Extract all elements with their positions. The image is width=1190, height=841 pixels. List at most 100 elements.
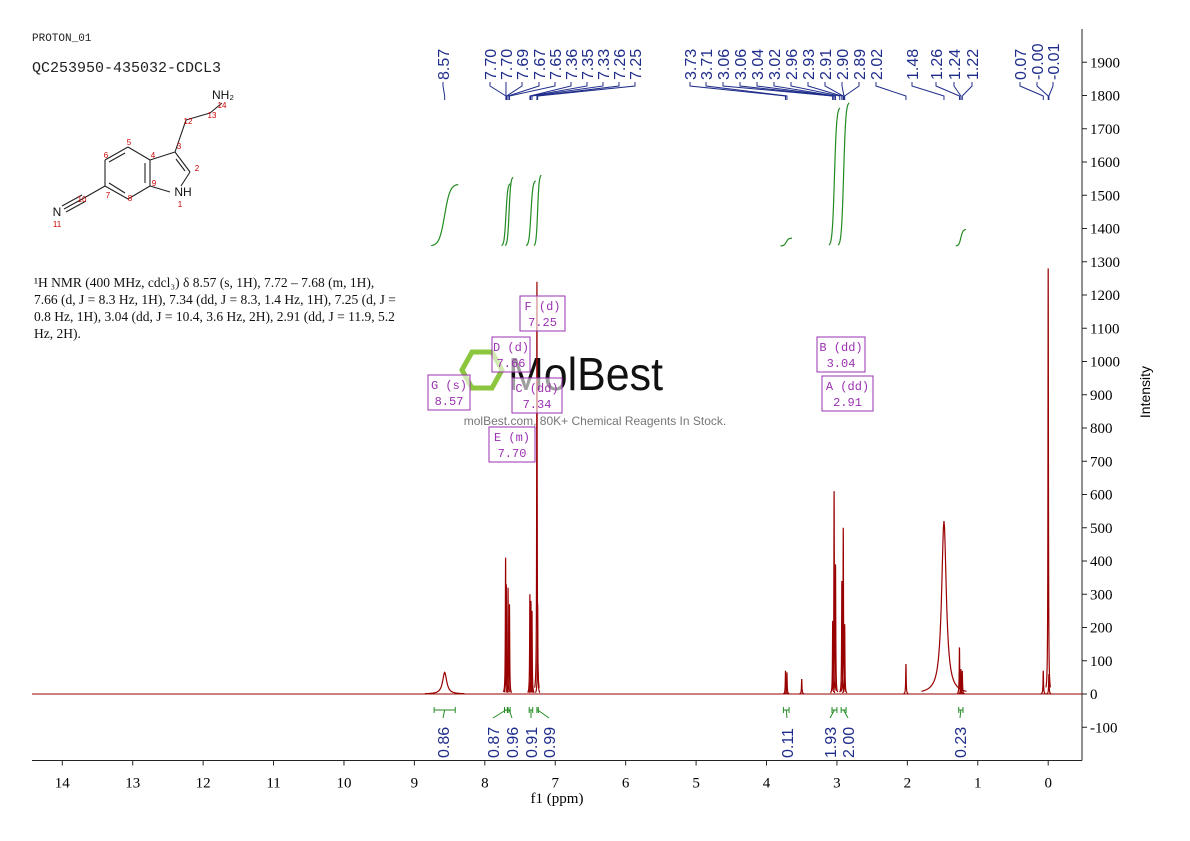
x-axis-label: f1 (ppm) [531, 791, 584, 807]
integral-label: 0.23 [953, 727, 970, 758]
peak-label-connector [961, 82, 973, 100]
integral-curve [828, 107, 841, 246]
multiplet-name: C (dd) [515, 382, 558, 396]
experiment-name: PROTON_01 [32, 33, 92, 45]
peak-label-connector [442, 82, 446, 100]
peak-label-connector [953, 82, 962, 100]
peak-label: 2.89 [852, 49, 869, 80]
x-tick-label: 7 [551, 776, 559, 792]
molecule [61, 102, 223, 213]
integral-label: 1.93 [823, 727, 840, 758]
y-tick-label: 700 [1090, 454, 1113, 470]
peak [529, 610, 535, 694]
multiplet-shift: 3.04 [827, 357, 856, 371]
peak-label-connector [531, 82, 604, 100]
watermark-tagline: molBest.com, 80K+ Chemical Reagents In S… [464, 414, 726, 428]
y-tick-label: 900 [1090, 388, 1113, 404]
peak-label-connector [739, 82, 834, 100]
integral-bracket [829, 707, 838, 719]
peak [903, 664, 909, 695]
integral-label: 0.96 [505, 727, 522, 758]
integral-label: 0.86 [436, 727, 453, 758]
atom-label: 5 [127, 138, 132, 147]
peak [534, 604, 541, 694]
integral-bracket [528, 707, 534, 719]
y-tick-label: 1800 [1090, 89, 1120, 105]
multiplet-shift: 7.25 [528, 316, 557, 330]
peak [799, 678, 805, 695]
integral-curve [533, 174, 542, 247]
peak-label-connector [911, 82, 945, 100]
x-tick-label: 5 [692, 776, 700, 792]
multiplet-shift: 7.66 [497, 357, 526, 371]
peak [831, 491, 837, 692]
peak-label: 7.25 [628, 49, 645, 80]
peak-label: 3.02 [767, 49, 784, 80]
y-tick-label: 100 [1090, 654, 1113, 670]
peak [424, 671, 465, 695]
multiplet-shift: 7.34 [523, 398, 552, 412]
multiplet-shift: 7.70 [498, 447, 527, 461]
x-tick-label: 13 [125, 776, 140, 792]
peak-label-connector [507, 82, 540, 100]
atom-label: 8 [128, 194, 133, 203]
x-tick-label: 8 [481, 776, 489, 792]
multiplet-box [816, 336, 866, 373]
y-tick-label: 600 [1090, 488, 1113, 504]
peak-label-connector [824, 82, 844, 100]
atom-label: 1 [178, 200, 183, 209]
peak-label-connector [807, 82, 843, 100]
peak [506, 604, 513, 694]
atom-label: N [53, 205, 62, 219]
peak-label: 3.06 [716, 49, 733, 80]
atom-label: 14 [218, 101, 227, 110]
peak [783, 670, 788, 695]
nmr-description: ¹H NMR (400 MHz, cdcl₃) δ 8.57 (s, 1H), … [34, 275, 396, 341]
y-tick-label: 1500 [1090, 188, 1120, 204]
peak [505, 587, 511, 693]
y-tick-label: 200 [1090, 621, 1113, 637]
peak-label: 7.35 [580, 49, 597, 80]
peak-label: -0.00 [1030, 43, 1047, 80]
multiplet-name: E (m) [494, 431, 530, 445]
peak-label: 7.26 [612, 49, 629, 80]
multiplet-box [427, 374, 471, 411]
peak-label-connector [935, 82, 960, 100]
multiplet-box [488, 426, 536, 463]
x-tick-label: 12 [196, 776, 211, 792]
y-tick-label: 300 [1090, 587, 1113, 603]
peak-label-connector [773, 82, 837, 100]
multiplet-name: G (s) [431, 379, 467, 393]
peak-label: 1.48 [905, 49, 922, 80]
multiplet-box [511, 377, 563, 414]
multiplet-name: A (dd) [826, 380, 869, 394]
peak-label: 2.91 [818, 49, 835, 80]
integral-bracket [958, 707, 964, 719]
peak-label-connector [875, 82, 907, 100]
integral-curve [525, 180, 536, 247]
peak-label: -0.01 [1046, 43, 1063, 80]
peak [830, 620, 836, 694]
peak [840, 527, 847, 692]
peak [1046, 674, 1052, 695]
integral-label: 0.99 [542, 727, 559, 758]
multiplet-box [519, 295, 566, 332]
y-axis-label: Intensity [1137, 366, 1153, 418]
peak-label-connector [1036, 82, 1049, 100]
integral-bracket [492, 707, 508, 719]
peak-label: 1.24 [947, 49, 964, 80]
peak-label: 7.36 [564, 49, 581, 80]
atom-label: 10 [78, 195, 87, 204]
multiplet-name: D (d) [493, 341, 529, 355]
multiplet-name: F (d) [524, 300, 560, 314]
integral-bracket [433, 707, 456, 719]
y-tick-label: 1000 [1090, 355, 1120, 371]
atom-label: 7 [106, 191, 111, 200]
atom-label: 4 [151, 151, 156, 160]
peak [528, 600, 534, 693]
x-tick-label: 3 [833, 776, 841, 792]
peak-label-connector [530, 82, 588, 100]
x-tick-label: 0 [1044, 776, 1052, 792]
peak-label-connector [529, 82, 572, 100]
